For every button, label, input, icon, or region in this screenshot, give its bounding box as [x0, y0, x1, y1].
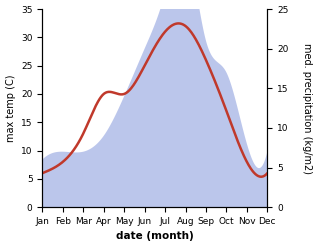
X-axis label: date (month): date (month)	[116, 231, 194, 242]
Y-axis label: max temp (C): max temp (C)	[5, 74, 16, 142]
Y-axis label: med. precipitation (kg/m2): med. precipitation (kg/m2)	[302, 43, 313, 174]
